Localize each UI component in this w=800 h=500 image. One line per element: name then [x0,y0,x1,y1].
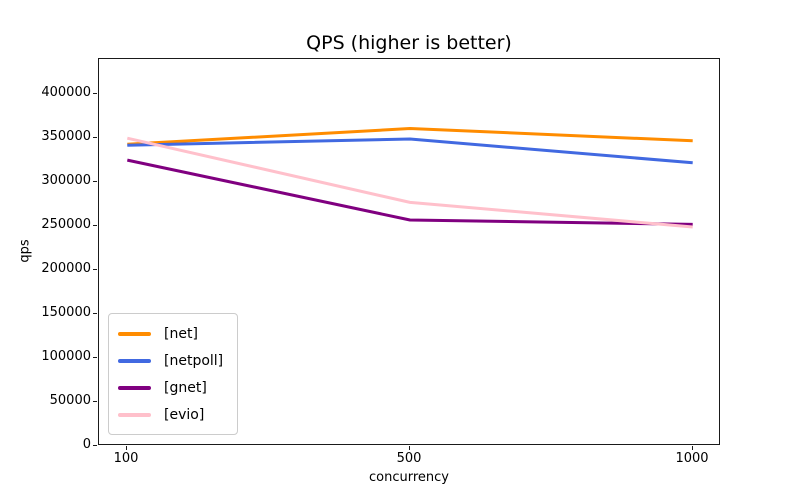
y-tick-mark [93,137,97,138]
series-line-net [127,127,693,146]
y-tick-mark [93,93,97,94]
series-line-gnet [126,158,693,226]
legend-label-gnet: [gnet] [164,379,207,396]
legend-label-evio: [evio] [164,406,205,423]
series-lines-canvas [126,127,693,229]
y-tick-label: 0 [82,437,91,452]
legend-item-net: [net] [118,320,223,347]
y-tick-label: 400000 [41,85,91,100]
plot-area: [net] [netpoll] [gnet] [evio] [98,58,720,445]
y-tick-label: 300000 [41,173,91,188]
y-tick-mark [93,181,97,182]
chart-title: QPS (higher is better) [306,32,512,54]
x-tick-label: 1000 [675,451,709,466]
y-tick-label: 350000 [41,129,91,144]
legend-item-evio: [evio] [118,401,223,428]
y-tick-mark [93,445,97,446]
x-tick-label: 500 [396,451,422,466]
y-tick-mark [93,401,97,402]
legend-item-netpoll: [netpoll] [118,347,223,374]
legend: [net] [netpoll] [gnet] [evio] [108,313,239,435]
y-tick-mark [93,313,97,314]
legend-label-net: [net] [164,325,198,342]
y-tick-label: 50000 [49,393,91,408]
y-tick-label: 200000 [41,261,91,276]
y-axis-label: qps [17,239,33,263]
y-tick-label: 150000 [41,305,91,320]
legend-swatch-netpoll [118,358,151,363]
y-tick-label: 100000 [41,349,91,364]
series-line-netpoll [127,137,693,165]
x-tick-mark [409,446,410,450]
series-line-evio [126,136,693,229]
y-tick-mark [93,225,97,226]
legend-swatch-gnet [118,385,151,390]
legend-swatch-net [118,331,151,336]
legend-label-netpoll: [netpoll] [164,352,224,369]
x-axis-label: concurrency [369,470,449,485]
y-tick-mark [93,357,97,358]
legend-swatch-evio [118,412,151,417]
legend-item-gnet: [gnet] [118,374,223,401]
x-tick-label: 100 [113,451,139,466]
x-tick-mark [692,446,693,450]
y-tick-label: 250000 [41,217,91,232]
y-tick-mark [93,269,97,270]
x-tick-mark [126,446,127,450]
